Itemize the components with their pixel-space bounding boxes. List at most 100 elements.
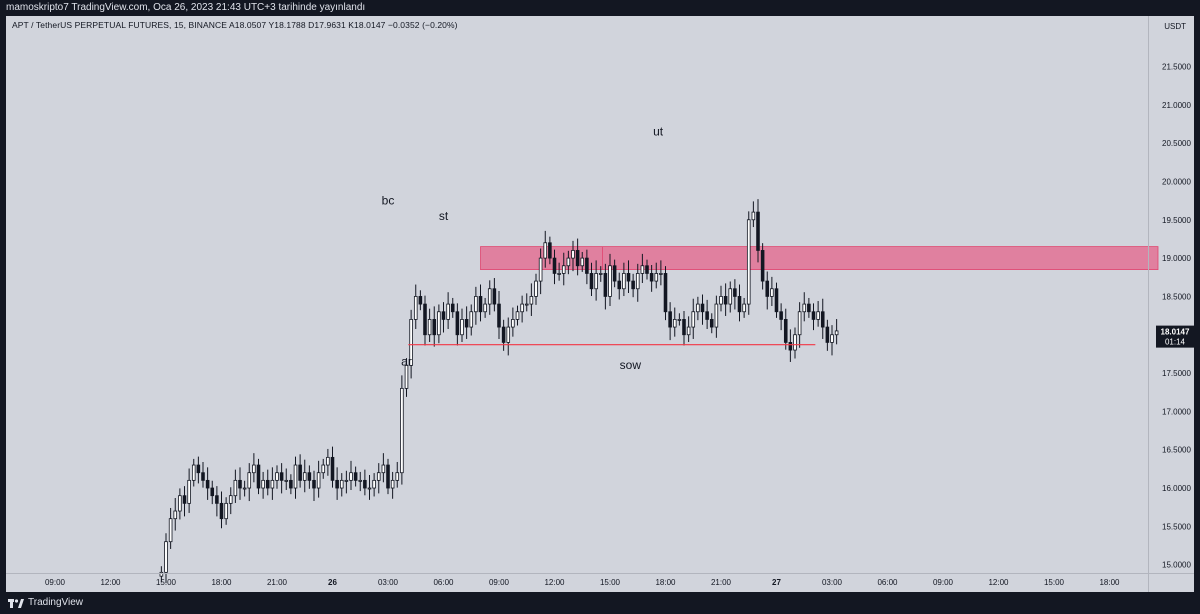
candle-body (423, 303, 427, 336)
candle-body (830, 334, 834, 343)
x-tick-label: 09:00 (45, 578, 66, 587)
x-tick-label: 03:00 (378, 578, 399, 587)
x-tick-label: 12:00 (544, 578, 565, 587)
candle-body (760, 250, 765, 282)
candle-body (557, 273, 561, 275)
last-price-badge (1156, 325, 1194, 348)
candle-body (376, 472, 381, 481)
candle-body (409, 319, 413, 366)
footer-bar: TradingView (0, 592, 1200, 614)
candle-body (395, 472, 400, 481)
candle-body (598, 273, 603, 275)
candle-body (793, 334, 797, 351)
candle-body (275, 472, 279, 481)
candle-body (400, 387, 404, 474)
candle-body (663, 273, 668, 313)
candle-body (723, 296, 728, 305)
symbol-info-line: APT / TetherUS PERPETUAL FUTURES, 15, BI… (12, 20, 458, 30)
annotation-ar: ar (401, 354, 412, 368)
candle-body (645, 265, 649, 274)
candle-body (696, 303, 700, 313)
candle-body (233, 479, 238, 497)
candle-body (483, 303, 487, 313)
candle-body (654, 273, 659, 282)
candle-body (455, 311, 460, 336)
candle-body (330, 456, 335, 481)
candle-body (261, 479, 265, 489)
candle-body (312, 479, 316, 489)
time-axis-border (6, 573, 1194, 574)
candle-body (219, 502, 224, 520)
candle-body (816, 311, 820, 320)
x-tick-label: 09:00 (489, 578, 510, 587)
candle-body (566, 257, 571, 267)
price-axis-currency: USDT (1164, 22, 1186, 31)
candle-body (441, 311, 446, 320)
candle-body (802, 303, 807, 313)
candle-body (737, 296, 742, 313)
candle-body (631, 280, 635, 290)
annotation-sow: sow (620, 358, 642, 372)
candle-body (797, 311, 802, 336)
chart-area[interactable]: 21.5000 21.0000 20.5000 20.0000 19.5000 19.00… (6, 16, 1194, 592)
x-tick-label: 21:00 (267, 578, 288, 587)
candle-body (524, 303, 529, 306)
candle-body (358, 479, 363, 482)
x-tick-label: 12:00 (100, 578, 121, 587)
x-tick-label: 06:00 (877, 578, 898, 587)
candle-body (511, 319, 515, 328)
candle-body (686, 326, 691, 336)
candle-body (187, 479, 191, 504)
candle-body (811, 311, 816, 320)
candle-body (450, 303, 455, 313)
candle-body (589, 273, 594, 290)
candle-body (437, 311, 441, 336)
x-tick-label: 09:00 (933, 578, 954, 587)
candle-body (173, 510, 178, 520)
candle-body (205, 479, 210, 489)
candle-body (719, 296, 723, 305)
y-tick-label: 21.5000 (1162, 62, 1191, 71)
candle-body (335, 479, 339, 489)
candle-body (178, 495, 182, 512)
candle-body (779, 311, 783, 320)
y-tick-label: 19.5000 (1162, 216, 1191, 225)
candle-body (265, 479, 270, 489)
candle-body (270, 479, 275, 489)
candle-body (543, 242, 548, 259)
candle-body (293, 464, 298, 489)
candle-body (612, 265, 617, 282)
x-tick-label: 12:00 (988, 578, 1009, 587)
tradingview-brand[interactable]: TradingView (8, 597, 83, 608)
candle-body (635, 273, 640, 290)
candle-body (534, 280, 538, 297)
candle-body (774, 288, 779, 313)
candle-body (256, 464, 261, 489)
candle-body (575, 250, 580, 267)
candle-body (492, 288, 497, 305)
candle-body (571, 250, 575, 259)
candle-body (224, 502, 228, 520)
candle-body (316, 472, 321, 489)
candle-body (168, 518, 173, 543)
candle-body (386, 464, 390, 489)
candle-body (191, 464, 196, 481)
candle-body (672, 319, 677, 328)
candle-body (506, 326, 511, 343)
candle-body (561, 265, 566, 274)
price-chart[interactable]: 21.5000 21.0000 20.5000 20.0000 19.5000 19.00… (6, 16, 1194, 592)
candle-body (682, 319, 686, 336)
candle-body (196, 464, 201, 474)
candle-body (691, 311, 696, 328)
candle-body (608, 265, 612, 297)
candle-body (238, 479, 242, 489)
candle-body (714, 303, 719, 328)
candle-body (594, 273, 598, 290)
y-tick-label: 19.0000 (1162, 254, 1191, 263)
candle-body (746, 219, 751, 305)
candle-body (390, 479, 395, 489)
x-tick-label: 15:00 (600, 578, 621, 587)
x-tick-label: 27 (772, 578, 781, 587)
candle-body (487, 288, 492, 305)
